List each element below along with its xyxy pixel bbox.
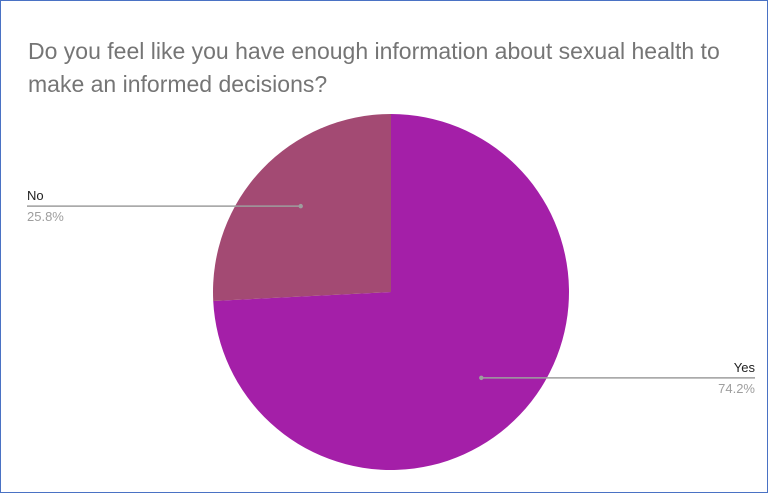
leader-dot-no — [298, 203, 303, 209]
pie-slice-yes[interactable] — [213, 114, 570, 471]
slice-label-no: No — [27, 188, 44, 203]
slice-value-yes: 74.2% — [718, 381, 755, 396]
leader-dot-yes — [479, 375, 484, 381]
chart-title: Do you feel like you have enough informa… — [28, 38, 720, 97]
slice-value-no: 25.8% — [27, 209, 64, 224]
slice-label-yes: Yes — [734, 360, 756, 375]
